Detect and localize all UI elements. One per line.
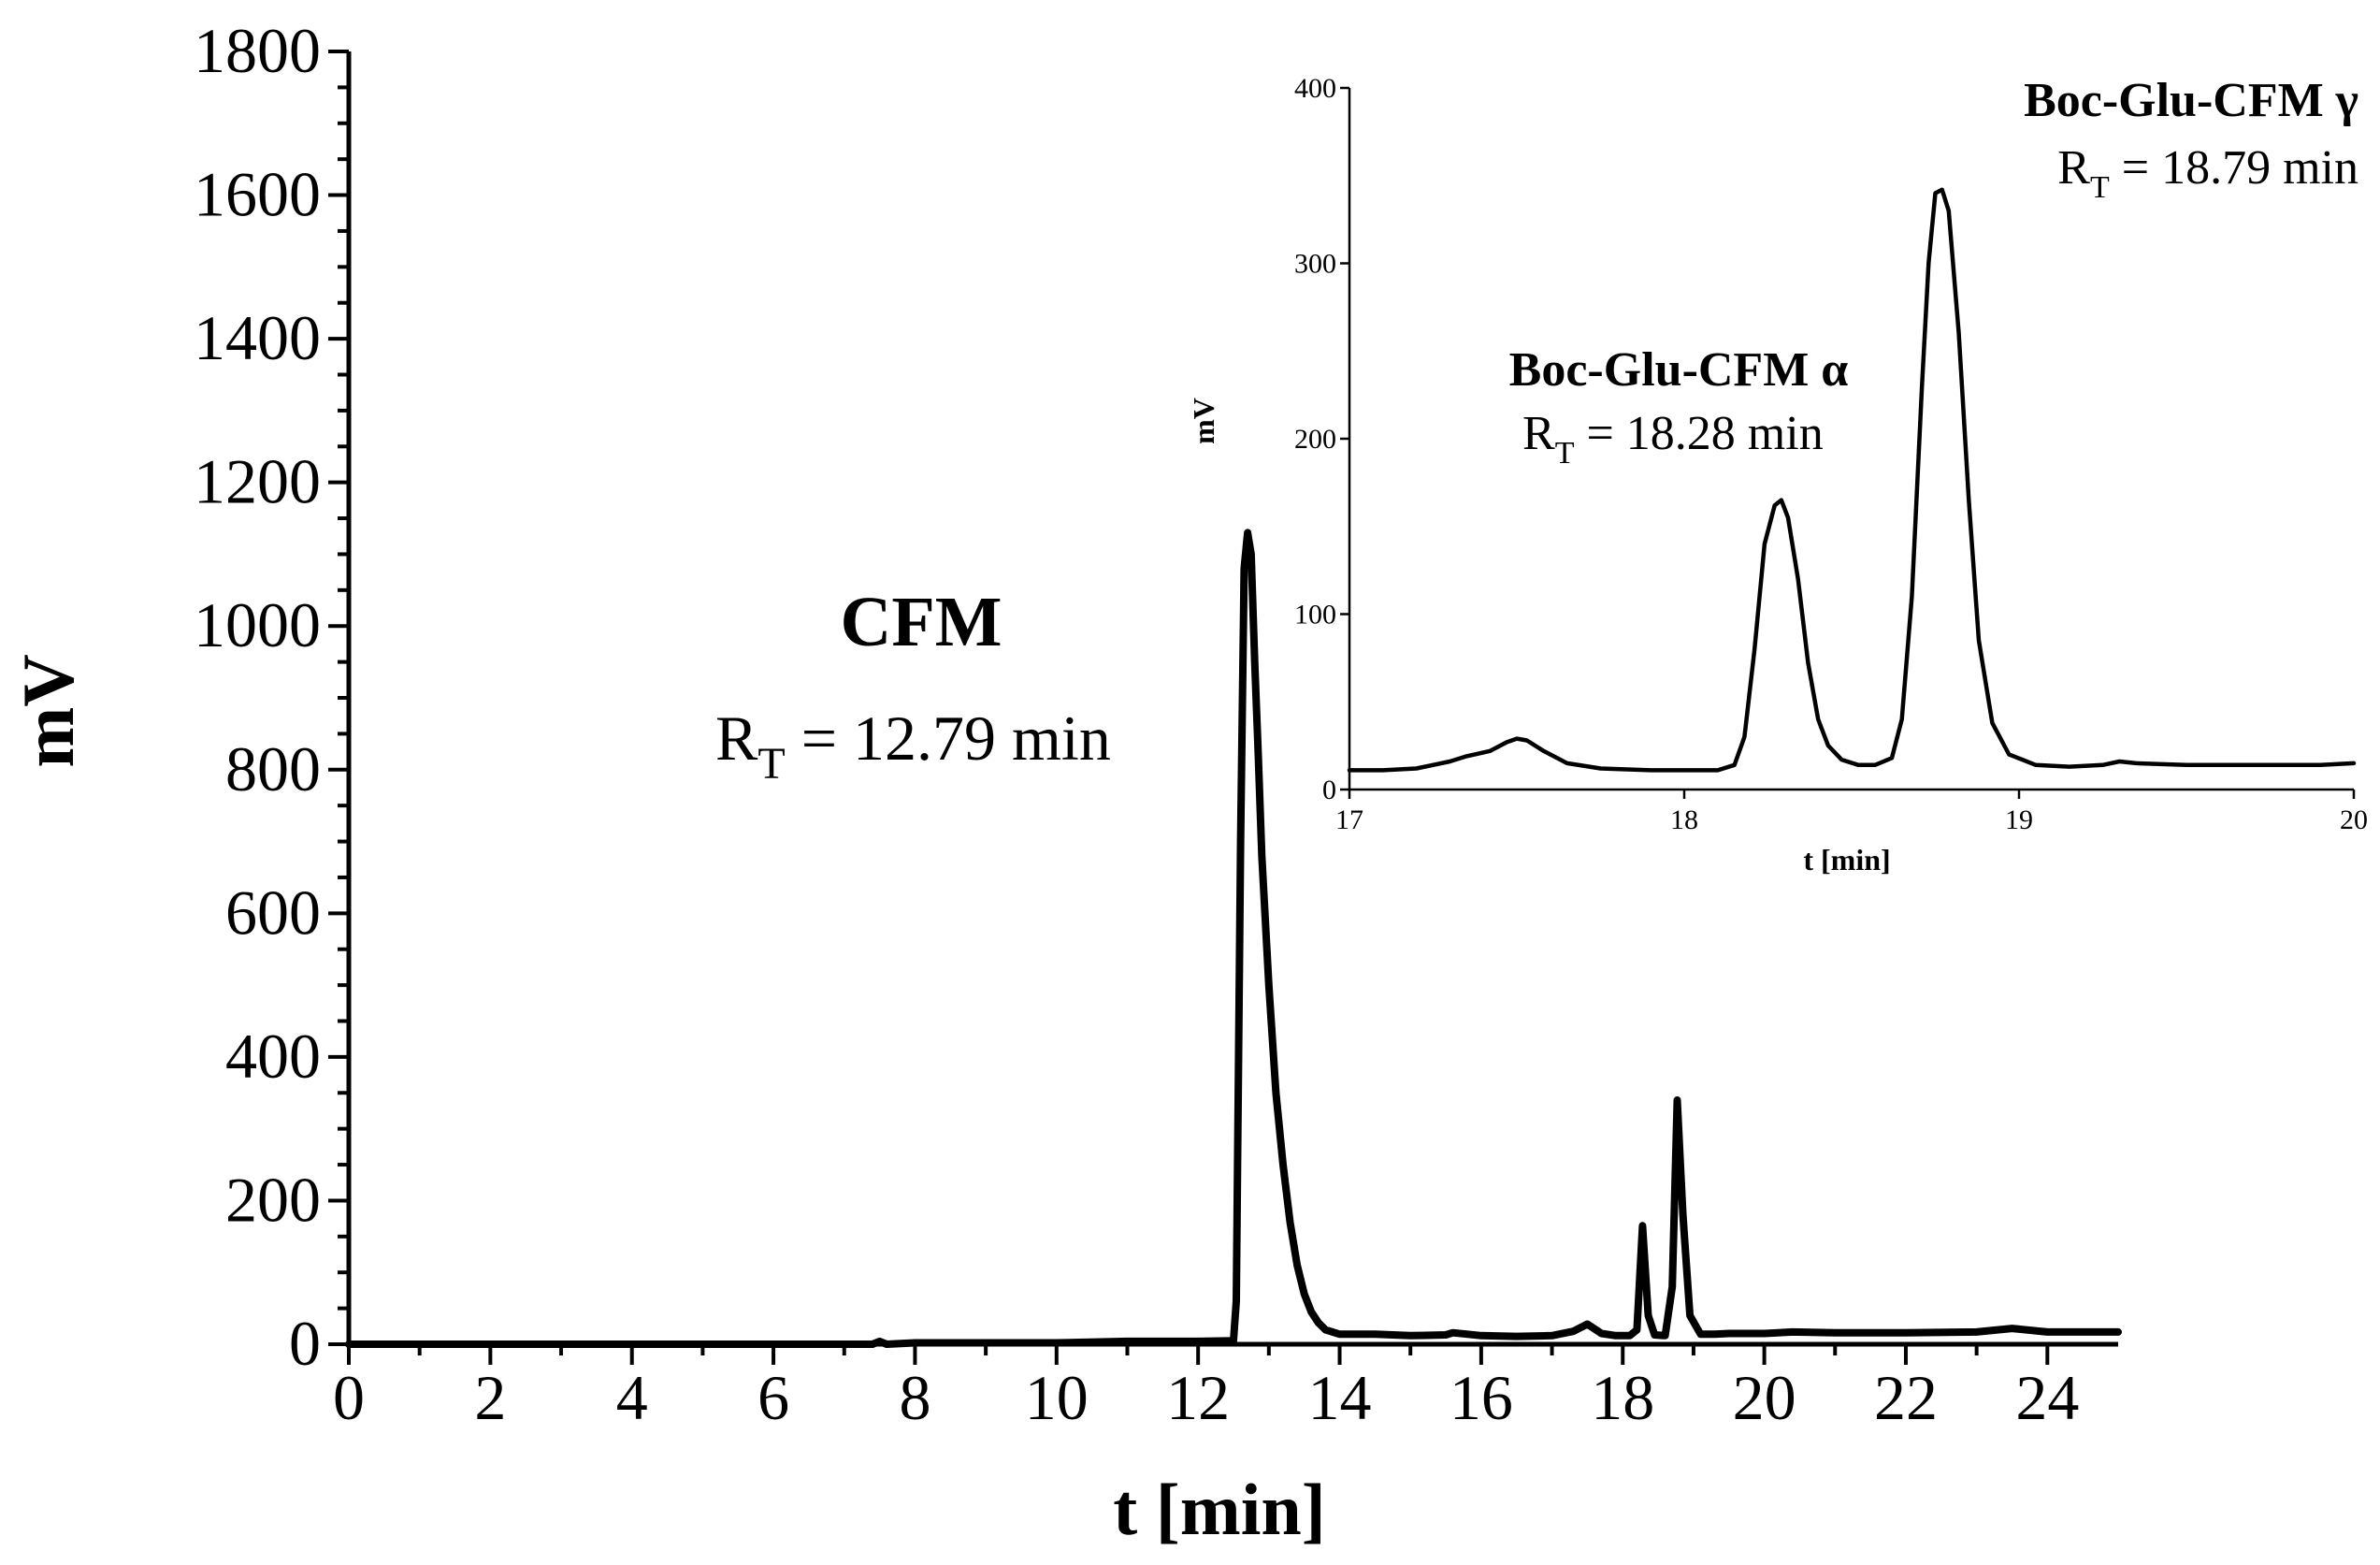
- main-y-tick-label: 1800: [194, 15, 321, 86]
- cfm-rt-subscript: T: [757, 739, 785, 789]
- boc-glu-cfm-gamma-retention-time: RT = 18.79 min: [2057, 141, 2358, 205]
- inset-x-tick-label: 17: [1335, 804, 1363, 835]
- main-x-tick-label: 16: [1450, 1362, 1513, 1433]
- inset-x-tick-label: 18: [1670, 804, 1698, 835]
- boc-glu-cfm-gamma-label: Boc-Glu-CFM γ: [2024, 74, 2358, 127]
- main-y-tick-label: 200: [225, 1164, 321, 1235]
- main-x-tick-label: 24: [2015, 1362, 2079, 1433]
- main-y-tick-label: 1200: [194, 446, 321, 517]
- inset-y-axis-title: mV: [1187, 398, 1220, 444]
- gamma-rt-value: = 18.79 min: [2110, 141, 2358, 195]
- main-y-tick-label: 600: [225, 877, 321, 948]
- main-y-tick-label: 1600: [194, 159, 321, 230]
- alpha-rt-subscript: T: [1555, 436, 1575, 471]
- cfm-peak-label: CFM: [840, 583, 1002, 661]
- alpha-rt-value: = 18.28 min: [1574, 407, 1823, 460]
- main-x-tick-label: 18: [1591, 1362, 1654, 1433]
- main-y-tick-label: 400: [225, 1021, 321, 1092]
- main-chromatogram-trace: [345, 529, 2122, 1348]
- inset-x-axis-title: t [min]: [1803, 843, 1890, 877]
- inset-x-tick-label: 19: [2005, 804, 2033, 835]
- main-x-tick-label: 4: [616, 1362, 648, 1433]
- main-x-tick-label: 8: [899, 1362, 930, 1433]
- inset-chromatogram-trace: [1347, 187, 2357, 773]
- alpha-rt-symbol: R: [1522, 407, 1555, 460]
- main-x-axis-title: t [min]: [1113, 1469, 1325, 1550]
- main-x-tick-label: 20: [1733, 1362, 1796, 1433]
- main-y-tick-label: 1000: [194, 589, 321, 660]
- main-y-tick-label: 0: [289, 1308, 321, 1379]
- gamma-rt-subscript: T: [2090, 170, 2110, 205]
- inset-y-tick-label: 200: [1294, 424, 1336, 455]
- cfm-rt-value: = 12.79 min: [786, 703, 1111, 774]
- inset-background: [1339, 88, 2354, 790]
- inset-ticks: [1340, 86, 2356, 799]
- main-x-tick-label: 2: [474, 1362, 506, 1433]
- boc-glu-cfm-alpha-label: Boc-Glu-CFM α: [1509, 343, 1849, 397]
- main-chart: 0 2 4 6 8 10 12 14 16 18 20 22 240200400600800100012…: [7, 15, 2122, 1550]
- inset-y-tick-label: 400: [1294, 73, 1336, 104]
- inset-x-tick-label: 20: [2340, 804, 2368, 835]
- boc-glu-cfm-alpha-retention-time: RT = 18.28 min: [1522, 407, 1824, 471]
- main-x-tick-label: 6: [757, 1362, 789, 1433]
- inset-y-tick-label: 300: [1294, 249, 1336, 280]
- main-x-tick-label: 14: [1308, 1362, 1372, 1433]
- cfm-retention-time: RT = 12.79 min: [715, 703, 1111, 789]
- inset-y-tick-label: 0: [1322, 775, 1336, 805]
- main-y-tick-label: 1400: [194, 302, 321, 373]
- inset-y-tick-label: 100: [1294, 600, 1336, 630]
- main-x-tick-label: 22: [1874, 1362, 1938, 1433]
- cfm-rt-symbol: R: [715, 703, 758, 774]
- gamma-rt-symbol: R: [2057, 141, 2090, 195]
- main-y-axis-title: mV: [7, 654, 89, 767]
- main-x-tick-label: 10: [1025, 1362, 1089, 1433]
- main-x-tick-label: 0: [333, 1362, 365, 1433]
- main-y-tick-label: 800: [225, 733, 321, 804]
- main-x-tick-label: 12: [1166, 1362, 1230, 1433]
- main-tick-labels: 0 2 4 6 8 10 12 14 16 18 20 22 240200400600800100012…: [194, 15, 2079, 1433]
